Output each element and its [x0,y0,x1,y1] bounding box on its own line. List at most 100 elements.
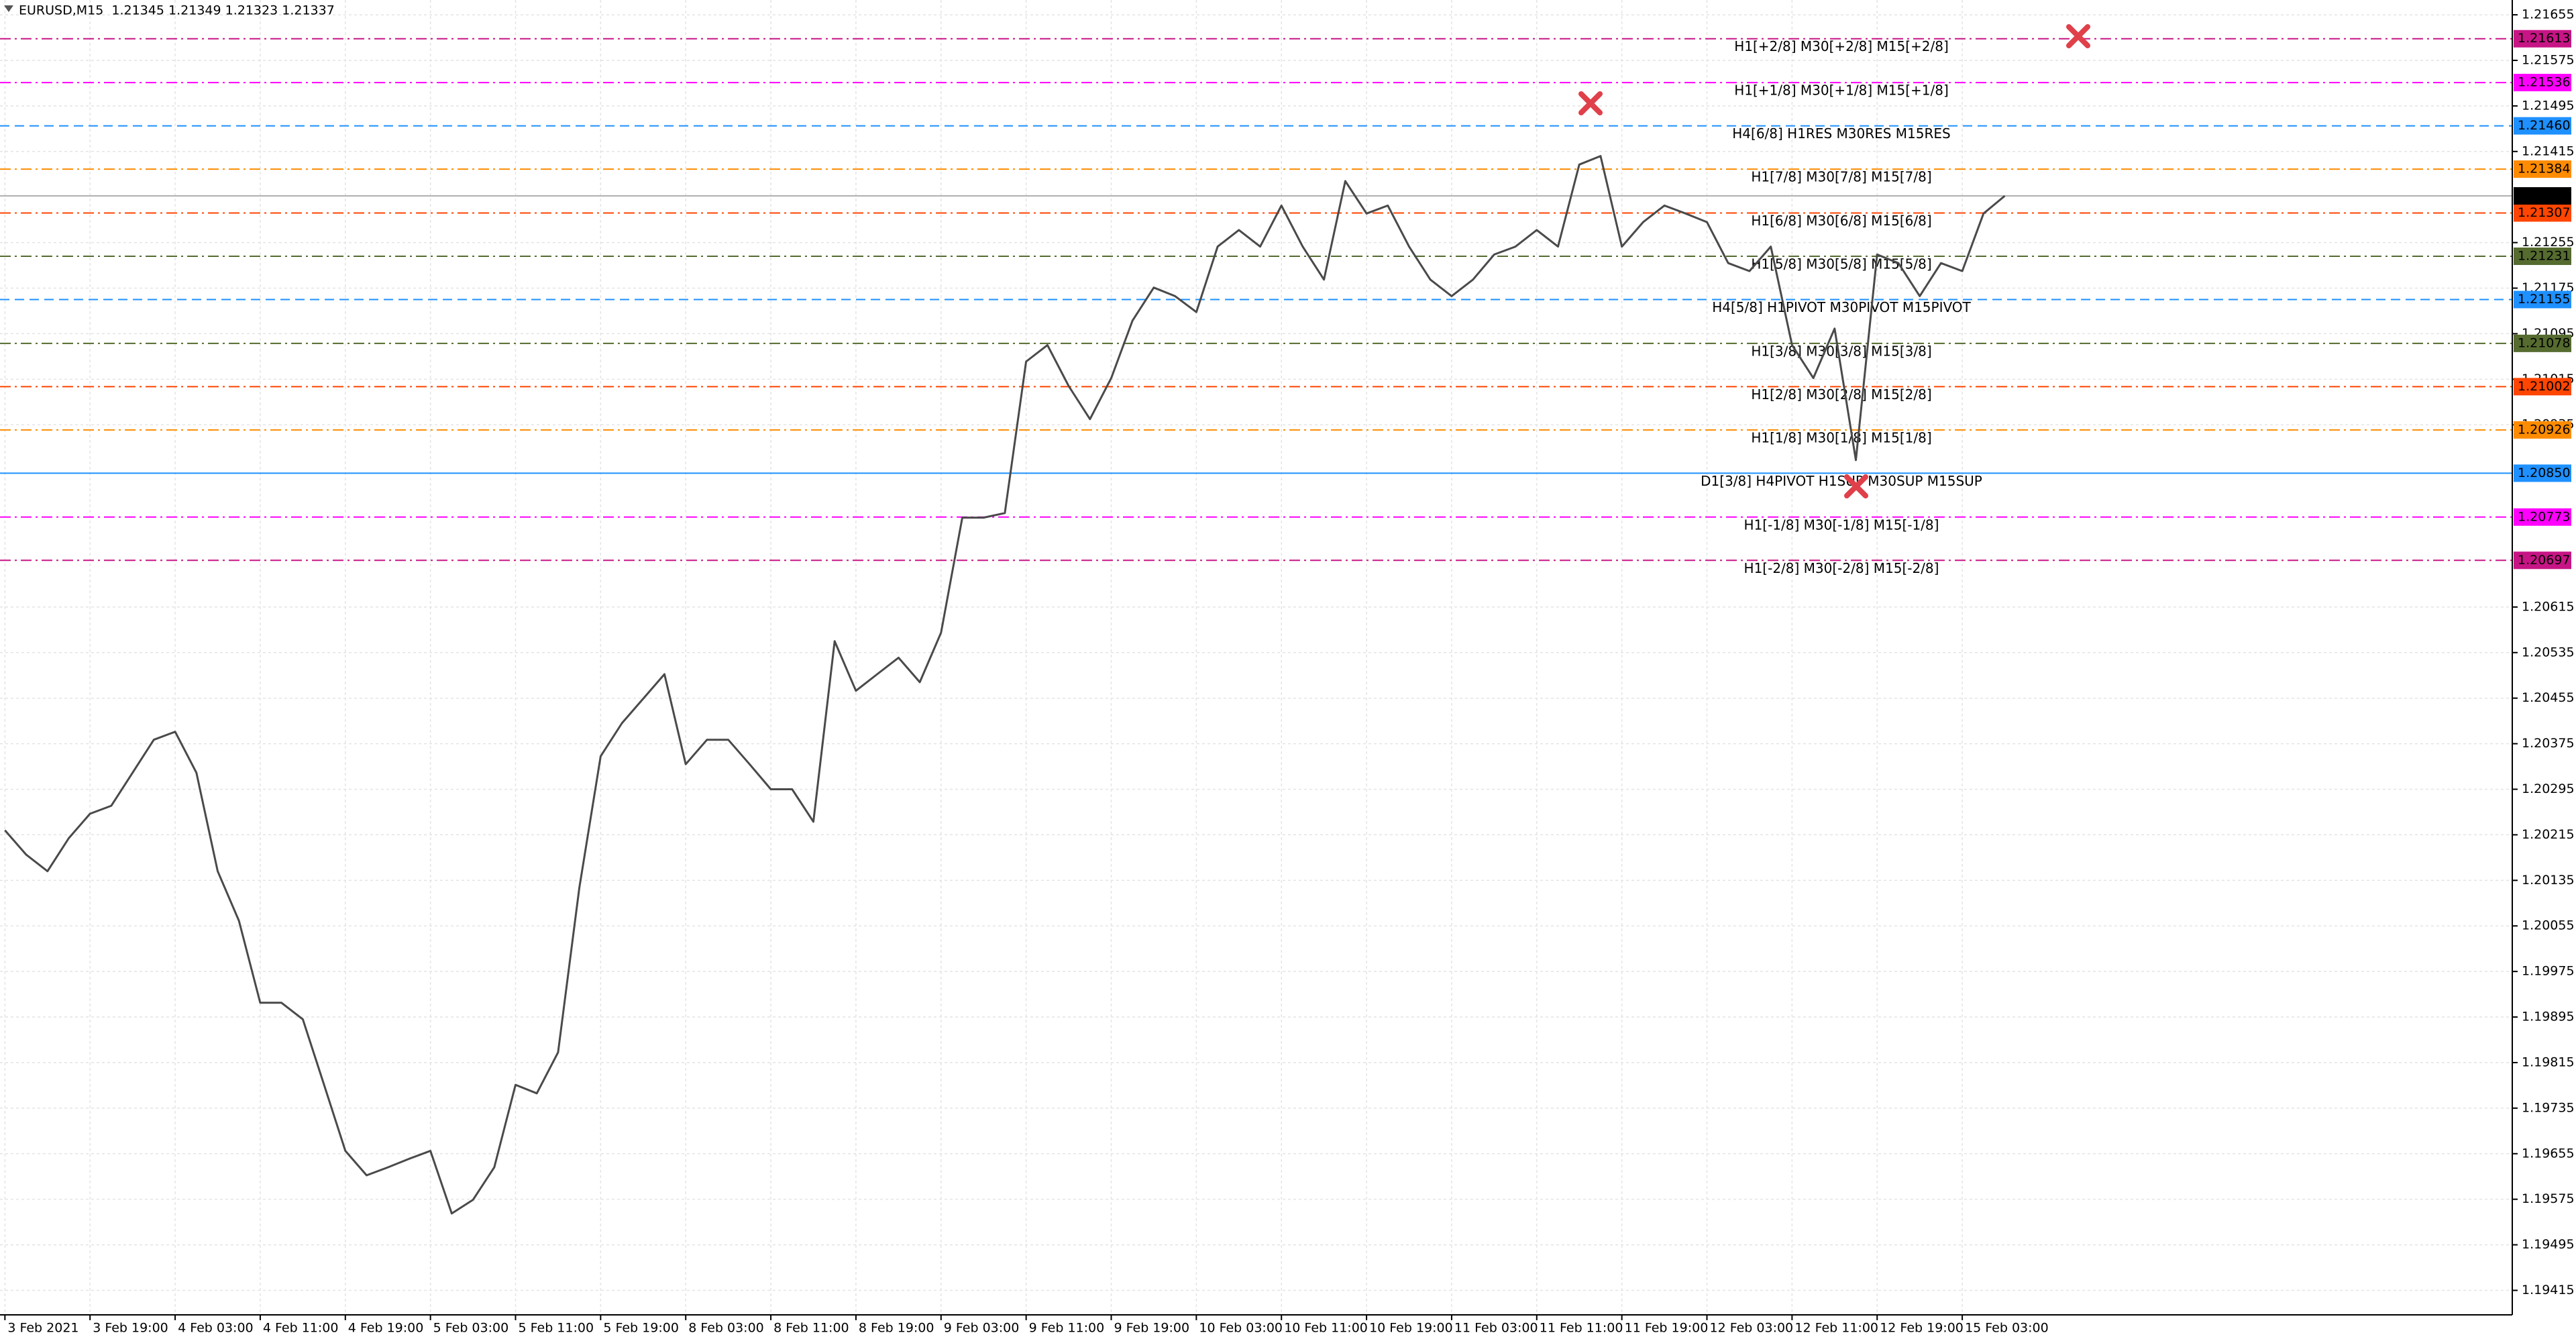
x-tick-label: 11 Feb 19:00 [1625,1321,1709,1336]
y-tick-label: 1.19575 [2522,1191,2575,1206]
grid [0,0,2512,1315]
price-box-label: 1.21002 [2518,379,2571,394]
y-tick-label: 1.20455 [2522,690,2575,705]
x-tick-label: 3 Feb 19:00 [93,1321,168,1336]
price-box [2514,334,2571,352]
level-text: H1[-1/8] M30[-1/8] M15[-1/8] [1744,517,1939,533]
price-box [2514,204,2571,222]
x-tick-label: 5 Feb 11:00 [518,1321,594,1336]
y-tick-label: 1.21495 [2522,98,2575,113]
y-tick-label: 1.19975 [2522,964,2575,979]
y-tick-label: 1.20295 [2522,782,2575,796]
price-box-label: 1.20926 [2518,422,2571,437]
x-tick-label: 9 Feb 11:00 [1029,1321,1105,1336]
cross-marker [1578,91,1603,115]
price-box-label: 1.20697 [2518,553,2571,568]
price-box-label: 1.20850 [2518,466,2571,480]
y-tick-label: 1.20055 [2522,918,2575,933]
price-box-label: 1.21231 [2518,248,2571,263]
x-tick-label: 8 Feb 11:00 [773,1321,849,1336]
levels: H1[+2/8] M30[+2/8] M15[+2/8] H1[+1/8] M30… [0,38,2512,576]
price-box-label: 1.21384 [2518,162,2571,176]
level-text: H1[5/8] M30[5/8] M15[5/8] [1751,256,1931,272]
price-box [2514,30,2571,48]
level-text: H1[6/8] M30[6/8] M15[6/8] [1751,213,1931,229]
x-tick-label: 12 Feb 03:00 [1710,1321,1794,1336]
x-tick-label: 11 Feb 11:00 [1540,1321,1623,1336]
y-tick-label: 1.20535 [2522,645,2575,659]
x-tick-label: 15 Feb 03:00 [1965,1321,2049,1336]
y-tick-label: 1.19655 [2522,1146,2575,1161]
level-text: H1[+2/8] M30[+2/8] M15[+2/8] [1734,38,1949,54]
x-tick-label: 12 Feb 19:00 [1880,1321,1964,1336]
x-tick-label: 4 Feb 19:00 [348,1321,424,1336]
y-tick-label: 1.19495 [2522,1237,2575,1252]
cross-marker [2066,24,2090,48]
y-tick-label: 1.19735 [2522,1100,2575,1115]
price-box [2514,464,2571,482]
level-text: H1[1/8] M30[1/8] M15[1/8] [1751,429,1931,445]
y-tick-label: 1.21655 [2522,7,2575,22]
price-line [4,155,2006,1215]
x-tick-label: 4 Feb 03:00 [178,1321,254,1336]
price-box [2514,247,2571,265]
x-tick-label: 12 Feb 11:00 [1794,1321,1878,1336]
level-text: D1[3/8] H4PIVOT H1SUP M30SUP M15SUP [1701,473,1982,489]
price-box-label: 1.21460 [2518,118,2571,133]
price-box-label: 1.20773 [2518,509,2571,524]
price-box-label: 1.21307 [2518,205,2571,220]
price-box [2514,421,2571,439]
level-text: H1[-2/8] M30[-2/8] M15[-2/8] [1744,560,1939,576]
x-tick-label: 8 Feb 19:00 [859,1321,934,1336]
price-box [2514,117,2571,135]
y-tick-label: 1.21255 [2522,235,2575,250]
x-tick-label: 10 Feb 03:00 [1199,1321,1283,1336]
drawn-objects [1578,24,2090,498]
price-box-label: 1.21613 [2518,31,2571,46]
current-price-label: 1.21337 [2518,189,2571,203]
x-tick-label: 5 Feb 19:00 [603,1321,679,1336]
chart-header: EURUSD,M15 1.21345 1.21349 1.21323 1.213… [19,3,335,18]
y-tick-label: 1.20135 [2522,873,2575,888]
x-tick-label: 4 Feb 11:00 [263,1321,339,1336]
x-tick-label: 10 Feb 11:00 [1284,1321,1368,1336]
current-price-box [2514,187,2571,205]
x-tick-label: 3 Feb 2021 [7,1321,78,1336]
y-tick-label: 1.21575 [2522,52,2575,67]
y-tick-label: 1.20375 [2522,736,2575,751]
price-box [2514,378,2571,396]
y-tick-label: 1.20615 [2522,599,2575,614]
level-text: H1[3/8] M30[3/8] M15[3/8] [1751,343,1931,359]
price-box [2514,508,2571,526]
price-box [2514,290,2571,309]
price-box [2514,551,2571,570]
price-box [2514,74,2571,92]
y-tick-label: 1.19415 [2522,1283,2575,1297]
y-tick-label: 1.20215 [2522,827,2575,842]
price-box-label: 1.21536 [2518,75,2571,90]
marks [4,155,2006,1215]
header-icon [4,5,13,12]
level-text: H1[+1/8] M30[+1/8] M15[+1/8] [1734,83,1949,99]
x-tick-label: 11 Feb 03:00 [1454,1321,1538,1336]
price-box [2514,160,2571,178]
price-box-label: 1.21155 [2518,292,2571,307]
x-tick-label: 9 Feb 19:00 [1114,1321,1190,1336]
x-tick-label: 5 Feb 03:00 [433,1321,509,1336]
level-text: H4[6/8] H1RES M30RES M15RES [1732,125,1951,142]
level-text: H1[7/8] M30[7/8] M15[7/8] [1751,169,1931,185]
price-box-label: 1.21078 [2518,335,2571,350]
cross-marker [1844,474,1868,498]
level-text: H4[5/8] H1PIVOT M30PIVOT M15PIVOT [1712,299,1971,315]
x-tick-label: 10 Feb 19:00 [1369,1321,1453,1336]
x-tick-label: 9 Feb 03:00 [944,1321,1020,1336]
y-tick-label: 1.19815 [2522,1055,2575,1069]
y-tick-label: 1.19895 [2522,1010,2575,1024]
level-text: H1[2/8] M30[2/8] M15[2/8] [1751,386,1931,403]
y-tick-label: 1.21415 [2522,144,2575,158]
x-tick-label: 8 Feb 03:00 [688,1321,764,1336]
